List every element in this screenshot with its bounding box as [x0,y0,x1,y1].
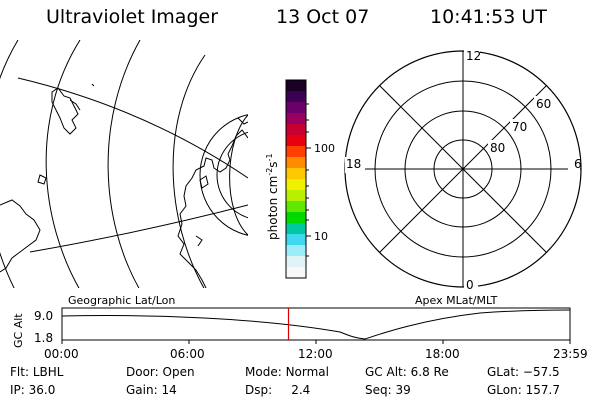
polar-dial [344,48,582,291]
glat-readout: GLat: −57.5 [487,365,560,379]
alt-plot-y-low: 1.8 [34,331,53,345]
alt-plot-ylabel: GC Alt [12,313,25,348]
gc-alt-readout: GC Alt: 6.8 Re [365,365,449,379]
dsp-readout: Dsp: 2.4 [245,383,311,397]
image-time: 10:41:53 UT [430,6,547,28]
mlat-label-70: 70 [512,120,527,134]
colorbar-unit-label: photon cm-2s-1 [265,153,280,240]
colorbar-segment [286,234,306,246]
colorbar-segment [286,168,306,180]
mlat-label-60: 60 [536,97,551,111]
seq-readout: Seq: 39 [365,383,411,397]
x-tick-1200: 12:00 [298,347,333,361]
geographic-map [0,40,248,288]
mlt-label-18: 18 [346,157,361,171]
glon-readout: GLon: 157.7 [487,383,560,397]
geographic-projection-label: Geographic Lat/Lon [68,294,175,307]
door-readout: Door: Open [126,365,195,379]
colorbar-tick-10: 10 [314,230,328,243]
x-tick-0000: 00:00 [44,347,79,361]
altitude-plot [61,307,571,344]
colorbar-tick-100: 100 [314,142,335,155]
alt-plot-y-high: 9.0 [34,309,53,323]
app-title: Ultraviolet Imager [46,6,219,28]
mlat-label-80: 80 [490,141,505,155]
colorbar-segment [286,80,306,92]
filter-readout: Flt: LBHL [10,365,64,379]
mlt-label-12: 12 [466,49,481,63]
colorbar-segment [286,256,306,268]
altitude-curve [61,309,571,340]
ip-readout: IP: 36.0 [10,383,56,397]
colorbar-segment [286,135,306,147]
mlt-label-0: 0 [466,278,474,292]
apex-projection-label: Apex MLat/MLT [415,294,498,307]
colorbar-segment [286,157,306,169]
colorbar-segment [286,91,306,103]
mlt-label-6: 6 [574,157,582,171]
colorbar-segment [286,190,306,202]
colorbar-segment [286,212,306,224]
gain-readout: Gain: 14 [126,383,177,397]
colorbar-segment [286,113,306,125]
colorbar-segment [286,201,306,213]
x-tick-0600: 06:00 [170,347,205,361]
colorbar-segment [286,146,306,158]
colorbar-segment [286,245,306,257]
colorbar-segment [286,179,306,191]
x-tick-2359: 23:59 [553,347,588,361]
colorbar [286,80,306,279]
colorbar-segment [286,223,306,235]
mode-readout: Mode: Normal [245,365,329,379]
colorbar-frame [285,79,307,279]
x-tick-1800: 18:00 [425,347,460,361]
image-date: 13 Oct 07 [276,6,370,28]
colorbar-segment [286,267,306,279]
colorbar-segment [286,102,306,114]
colorbar-segment [286,124,306,136]
